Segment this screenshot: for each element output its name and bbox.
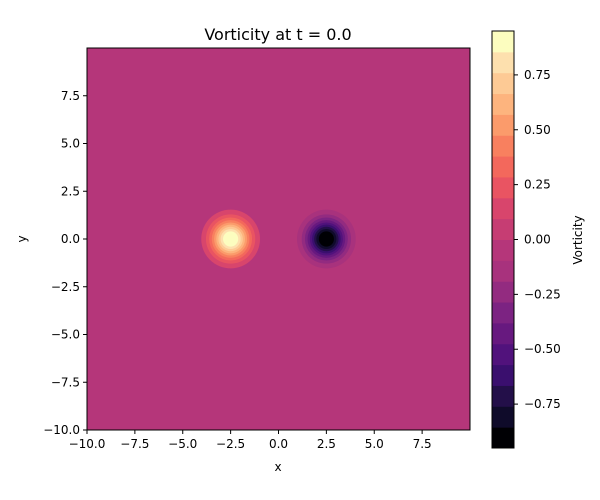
y-tick-label: −7.5: [51, 375, 80, 389]
colorbar-band: [492, 427, 514, 449]
colorbar-band: [492, 156, 514, 178]
y-tick-label: 5.0: [61, 137, 80, 151]
x-axis-label: x: [274, 460, 281, 474]
colorbar-tick-label: 0.50: [524, 123, 551, 137]
vortex-core: [321, 234, 332, 244]
colorbar-band: [492, 114, 514, 136]
colorbar-band: [492, 31, 514, 53]
colorbar-band: [492, 51, 514, 74]
y-tick-label: −10.0: [43, 423, 80, 437]
plot-area: [86, 47, 471, 431]
colorbar-band: [492, 260, 514, 282]
y-tick-label: −5.0: [51, 328, 80, 342]
colorbar-axis: −0.75 −0.50 −0.25 0.00 0.25 0.50 0.75: [514, 68, 561, 411]
x-tick-label: 5.0: [365, 437, 384, 451]
colorbar-tick-label: 0.75: [524, 68, 551, 82]
x-tick-label: 2.5: [317, 437, 336, 451]
colorbar-tick-label: −0.75: [524, 397, 561, 411]
vortex-1: [201, 209, 261, 269]
colorbar-band: [492, 343, 514, 366]
colorbar-tick-label: −0.50: [524, 342, 561, 356]
colorbar-band: [492, 302, 514, 324]
colorbar-band: [492, 239, 514, 261]
y-tick-label: −2.5: [51, 280, 80, 294]
colorbar-band: [492, 135, 514, 157]
colorbar-band: [492, 322, 514, 345]
colorbar-band: [492, 197, 514, 220]
y-tick-label: 7.5: [61, 89, 80, 103]
colorbar-band: [492, 281, 514, 303]
x-tick-label: −2.5: [216, 437, 245, 451]
colorbar-band: [492, 385, 514, 407]
x-tick-label: −7.5: [120, 437, 149, 451]
y-tick-label: 2.5: [61, 184, 80, 198]
colorbar-band: [492, 218, 514, 240]
colorbar-tick-label: 0.25: [524, 178, 551, 192]
x-tick-label: −5.0: [168, 437, 197, 451]
y-tick-label: 0.0: [61, 232, 80, 246]
colorbar-band: [492, 93, 514, 115]
x-tick-label: 0.0: [269, 437, 288, 451]
plot-background: [87, 48, 470, 430]
x-tick-label: −10.0: [69, 437, 106, 451]
colorbar-label: Vorticity: [571, 215, 585, 264]
colorbar-tick-label: −0.25: [524, 287, 561, 301]
colorbar: [491, 30, 515, 449]
colorbar-tick-label: 0.00: [524, 233, 551, 247]
x-axis: −10.0 −7.5 −5.0 −2.5 0.0 2.5 5.0 7.5: [69, 430, 432, 451]
colorbar-band: [492, 364, 514, 386]
colorbar-band: [492, 72, 514, 95]
chart-title: Vorticity at t = 0.0: [204, 25, 351, 44]
y-axis-label: y: [15, 235, 29, 242]
vortex-2: [296, 209, 356, 269]
vortex-core: [225, 234, 236, 244]
x-tick-label: 7.5: [413, 437, 432, 451]
colorbar-band: [492, 406, 514, 428]
y-axis: −10.0 −7.5 −5.0 −2.5 0.0 2.5 5.0 7.5: [43, 89, 87, 437]
colorbar-band: [492, 176, 514, 199]
